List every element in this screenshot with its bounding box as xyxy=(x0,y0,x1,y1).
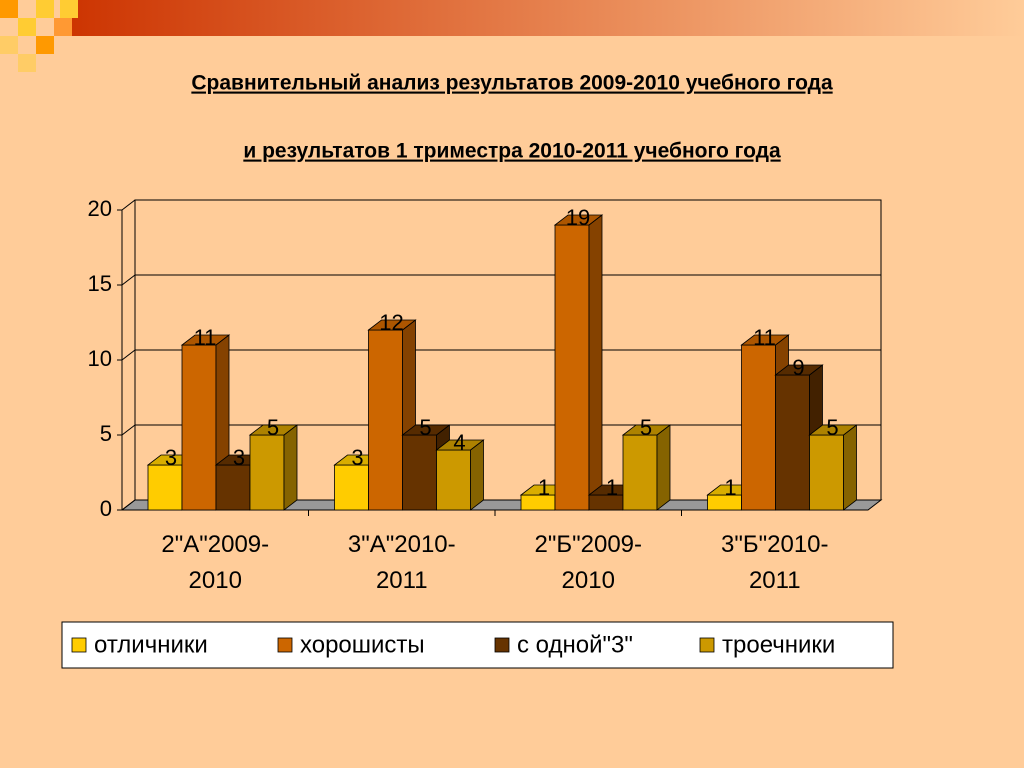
legend-label: троечники xyxy=(722,631,835,658)
bar-front xyxy=(809,434,844,511)
bar-side-shade xyxy=(470,440,484,510)
header-band xyxy=(60,0,1024,36)
value-label: 1 xyxy=(606,475,618,500)
bar-front xyxy=(215,464,251,511)
bar-top-shade xyxy=(182,335,229,345)
grid-line xyxy=(121,274,136,286)
grid-line xyxy=(121,199,136,211)
value-label: 3 xyxy=(165,445,177,470)
value-label: 3 xyxy=(351,445,363,470)
x-tick-label: 2"А"2009-2010 xyxy=(161,531,269,594)
chart-title: Сравнительный анализ результатов 2009-20… xyxy=(191,72,833,95)
y-tick-label: 5 xyxy=(100,421,112,446)
bar-top xyxy=(248,424,299,436)
decor-squares xyxy=(0,0,78,72)
legend-box xyxy=(61,621,894,669)
bar-top-shade xyxy=(368,320,416,330)
value-label: 5 xyxy=(267,415,279,440)
x-tick-label: 2"Б"2009-2010 xyxy=(534,531,642,594)
bar-front xyxy=(402,434,437,511)
legend-label: с одной"3" xyxy=(517,631,633,658)
bar-front xyxy=(147,464,183,511)
chart-subtitle: и результатов 1 триместра 2010-2011 учеб… xyxy=(243,140,781,163)
bar-top-shade xyxy=(809,425,857,435)
bar-side-shade xyxy=(589,215,602,510)
value-label: 12 xyxy=(379,310,403,335)
value-label: 19 xyxy=(566,205,590,230)
bar-front xyxy=(554,224,590,511)
bar-top-shade xyxy=(250,425,297,435)
bar-front xyxy=(775,374,810,511)
bar xyxy=(435,439,485,511)
bar-top xyxy=(740,334,790,346)
bar-top-shade xyxy=(775,365,823,375)
bar-front xyxy=(741,344,776,511)
bar-side-shade xyxy=(843,425,857,510)
bar-front xyxy=(249,434,285,511)
value-label: 11 xyxy=(753,325,776,350)
y-tick-label: 10 xyxy=(88,346,112,371)
value-label: 4 xyxy=(453,430,465,455)
bar-top xyxy=(180,334,231,346)
bar-top-shade xyxy=(555,215,602,225)
value-label: 5 xyxy=(826,415,838,440)
bar xyxy=(248,424,299,511)
bar xyxy=(553,214,604,511)
y-tick-label: 0 xyxy=(100,496,112,521)
legend-swatch xyxy=(494,637,510,653)
y-tick-label: 20 xyxy=(88,196,112,221)
legend-swatch xyxy=(277,637,293,653)
value-label: 5 xyxy=(419,415,431,440)
bar-top xyxy=(553,214,604,226)
value-label: 1 xyxy=(538,475,550,500)
bar-front xyxy=(368,329,403,511)
x-tick-label: 3"А"2010-2011 xyxy=(348,531,456,594)
bar-top xyxy=(808,424,858,436)
bar-top xyxy=(435,439,485,451)
bar xyxy=(808,424,858,511)
bar-side-shade xyxy=(284,425,297,510)
bar-top xyxy=(621,424,672,436)
x-tick-label: 3"Б"2010-2011 xyxy=(721,531,829,594)
bar xyxy=(621,424,672,511)
grid-line xyxy=(121,499,136,511)
value-label: 11 xyxy=(194,325,217,350)
bar-top xyxy=(401,424,451,436)
bar-top xyxy=(774,364,824,376)
grid-line xyxy=(121,424,136,436)
legend-label: отличники xyxy=(94,631,208,658)
grid-line xyxy=(121,349,136,361)
bar-top-shade xyxy=(402,425,450,435)
bar-front xyxy=(436,449,471,511)
bar-front xyxy=(334,464,369,511)
bar-front xyxy=(622,434,658,511)
bar-front xyxy=(181,344,217,511)
value-label: 5 xyxy=(640,415,652,440)
y-tick-label: 15 xyxy=(88,271,112,296)
value-label: 3 xyxy=(233,445,245,470)
bar-top-shade xyxy=(623,425,670,435)
value-label: 9 xyxy=(792,355,804,380)
legend-swatch xyxy=(699,637,715,653)
bar-top xyxy=(367,319,417,331)
legend-label: хорошисты xyxy=(300,631,425,658)
bar-top-shade xyxy=(436,440,484,450)
bar-side-shade xyxy=(657,425,670,510)
legend-swatch xyxy=(71,637,87,653)
value-label: 1 xyxy=(724,475,736,500)
bar-top-shade xyxy=(741,335,789,345)
